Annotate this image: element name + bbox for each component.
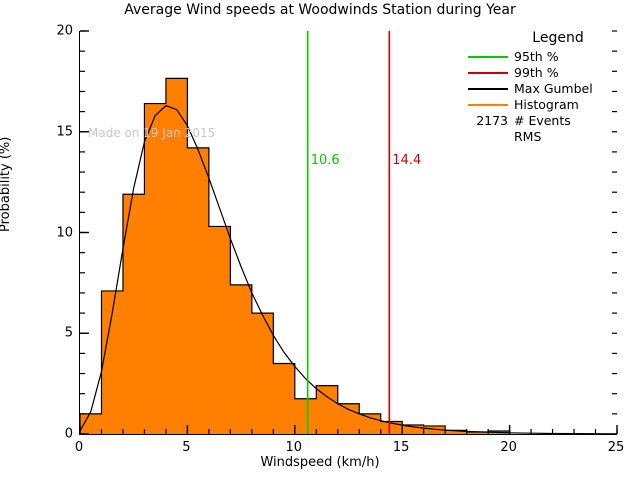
x-tick-label: 25 [607,440,625,455]
y-tick-label: 15 [56,124,73,140]
legend-label: RMS [514,129,542,144]
percentile-label-14.4: 14.4 [392,153,422,168]
legend-entry: RMS [468,129,628,145]
legend-entries: 95th % 99th % Max Gumbel Histogram 2173 # Eve… [468,49,628,145]
y-tick-label: 20 [56,23,73,39]
histogram-series [79,77,511,434]
x-tick-label: 5 [182,440,191,455]
plot-area [79,30,618,435]
legend-swatch-line-icon [468,72,508,74]
legend-entry: Max Gumbel [468,81,628,97]
y-tick-label: 0 [64,426,73,442]
legend-entry: Histogram [468,97,628,113]
legend-title: Legend [532,30,584,46]
max-gumbel-line [79,104,618,435]
watermark-text: Made on 19 Jan 2015 [88,126,216,140]
legend-entry: 2173 # Events [468,113,628,129]
histogram-fill [80,78,510,434]
legend-entry: 99th % [468,65,628,81]
legend-label: 99th % [514,65,559,80]
y-axis-label: Probability (%) [0,136,13,232]
legend-swatch-line-icon [468,88,508,90]
plot-svg [79,30,618,435]
percentile-label-10.6: 10.6 [310,153,340,168]
x-tick-label: 10 [285,440,303,455]
x-axis-label: Windspeed (km/h) [260,455,380,470]
x-tick-label: 15 [392,440,410,455]
legend-label: # Events [514,113,571,128]
legend-swatch-line-icon [468,56,508,58]
y-axis-major-ticks [80,30,89,435]
legend-entry: 95th % [468,49,628,65]
legend-label: 95th % [514,49,559,64]
y-tick-label: 5 [64,325,73,341]
x-tick-label: 20 [500,440,517,455]
y-tick-label: 10 [56,225,73,240]
x-axis-major-ticks [79,425,618,434]
chart-title: Average Wind speeds at Woodwinds Station… [124,2,516,18]
legend-event-count: 2173 [476,113,508,128]
legend-label: Histogram [514,97,579,112]
legend-label: Max Gumbel [514,81,593,96]
legend: Legend 95th % 99th % Max Gumbel Histogram 21… [468,30,628,145]
max-gumbel-series [79,104,618,435]
x-tick-label: 0 [74,440,84,455]
histogram-outline [79,77,511,434]
percentile-lines [306,31,391,434]
legend-swatch-line-icon [468,104,508,106]
